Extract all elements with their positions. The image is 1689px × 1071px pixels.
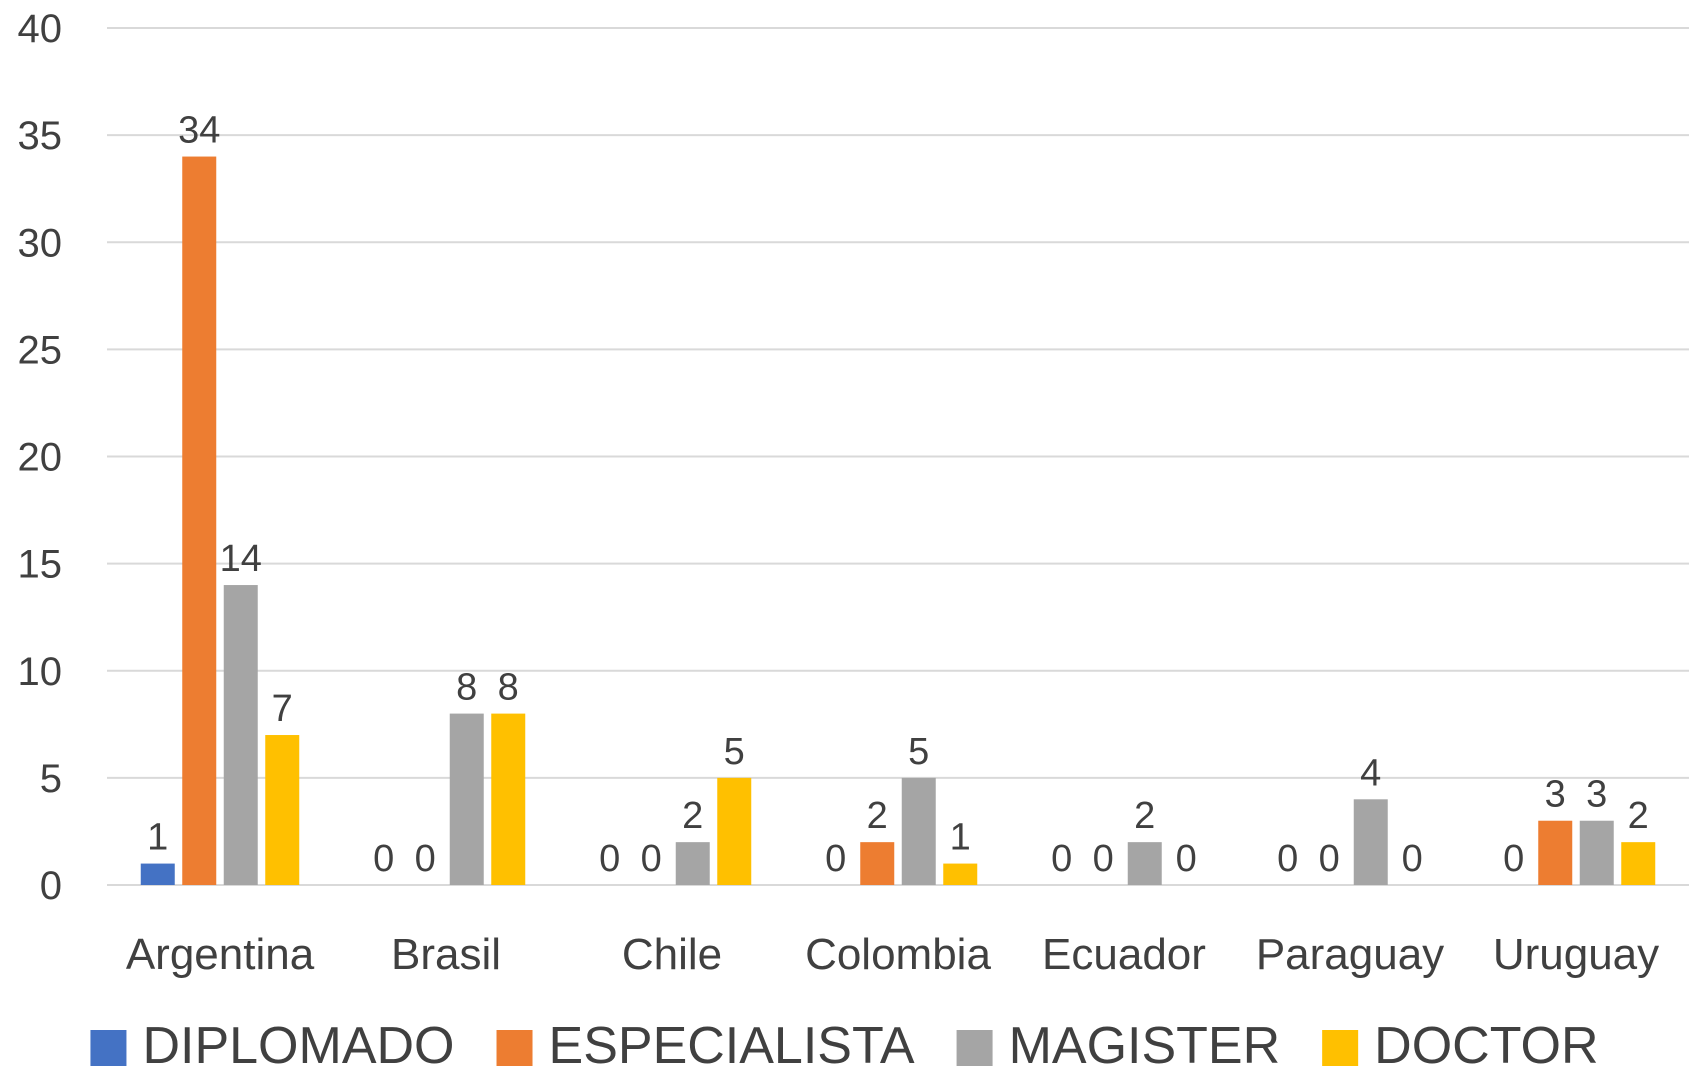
data-label: 0 (415, 838, 436, 880)
data-label: 0 (1503, 838, 1524, 880)
data-label: 0 (1319, 838, 1340, 880)
data-label: 0 (825, 838, 846, 880)
bar (860, 842, 895, 885)
legend-label: DOCTOR (1374, 1017, 1598, 1071)
y-tick-label: 40 (18, 7, 63, 51)
y-tick-label: 0 (40, 864, 62, 908)
bar (675, 842, 710, 885)
bar (265, 735, 300, 885)
bar (223, 585, 258, 885)
bars (140, 156, 1656, 886)
legend: DIPLOMADO ESPECIALISTA MAGISTER DOCTOR (90, 1017, 1599, 1071)
legend-label: MAGISTER (1009, 1017, 1281, 1071)
legend-swatch (1322, 1030, 1359, 1066)
data-label: 1 (950, 817, 971, 859)
legend-swatch (90, 1030, 127, 1066)
x-category-label: Uruguay (1493, 930, 1659, 979)
y-tick-label: 5 (40, 757, 62, 801)
y-tick-label: 25 (18, 328, 63, 372)
bar (1621, 842, 1656, 885)
bar (182, 156, 217, 886)
data-label: 1 (147, 817, 168, 859)
y-tick-label: 35 (18, 114, 63, 158)
x-category-label: Chile (622, 930, 722, 979)
data-label: 3 (1586, 774, 1607, 816)
x-axis-categories: Argentina Brasil Chile Colombia Ecuador Parag… (126, 930, 1659, 979)
x-category-label: Argentina (126, 930, 315, 979)
gridlines (107, 27, 1689, 886)
data-label: 5 (908, 731, 929, 773)
bar (1353, 799, 1388, 885)
data-label: 0 (1051, 838, 1072, 880)
bar (901, 777, 936, 885)
data-label: 0 (373, 838, 394, 880)
data-label: 8 (498, 667, 519, 709)
data-label: 0 (641, 838, 662, 880)
data-label: 2 (682, 795, 703, 837)
bar (491, 713, 526, 885)
data-label: 4 (1360, 752, 1381, 794)
y-axis-ticks: 0 5 10 15 20 25 30 35 40 (18, 7, 63, 908)
data-label: 7 (272, 688, 293, 730)
data-label: 14 (220, 538, 262, 580)
bar (1127, 842, 1162, 885)
data-label: 0 (1402, 838, 1423, 880)
legend-swatch (496, 1030, 533, 1066)
data-label: 2 (1628, 795, 1649, 837)
data-label: 5 (724, 731, 745, 773)
y-tick-label: 10 (18, 650, 63, 694)
data-label: 0 (1277, 838, 1298, 880)
bar (140, 863, 175, 885)
data-label: 8 (456, 667, 477, 709)
data-label: 0 (1093, 838, 1114, 880)
data-label: 3 (1545, 774, 1566, 816)
data-label: 2 (1134, 795, 1155, 837)
legend-swatch (956, 1030, 993, 1066)
bar (1538, 820, 1573, 885)
x-category-label: Ecuador (1042, 930, 1206, 979)
legend-label: ESPECIALISTA (549, 1017, 915, 1071)
bar (449, 713, 484, 885)
y-tick-label: 20 (18, 436, 63, 480)
y-tick-label: 15 (18, 543, 63, 587)
bar (1579, 820, 1614, 885)
x-category-label: Brasil (391, 930, 501, 979)
bar (943, 863, 978, 885)
data-label: 34 (178, 110, 220, 152)
data-label: 0 (599, 838, 620, 880)
x-category-label: Colombia (805, 930, 991, 979)
data-label: 0 (1176, 838, 1197, 880)
x-category-label: Paraguay (1256, 930, 1444, 979)
data-label: 2 (867, 795, 888, 837)
legend-label: DIPLOMADO (142, 1017, 454, 1071)
y-tick-label: 30 (18, 221, 63, 265)
bar (717, 777, 752, 885)
